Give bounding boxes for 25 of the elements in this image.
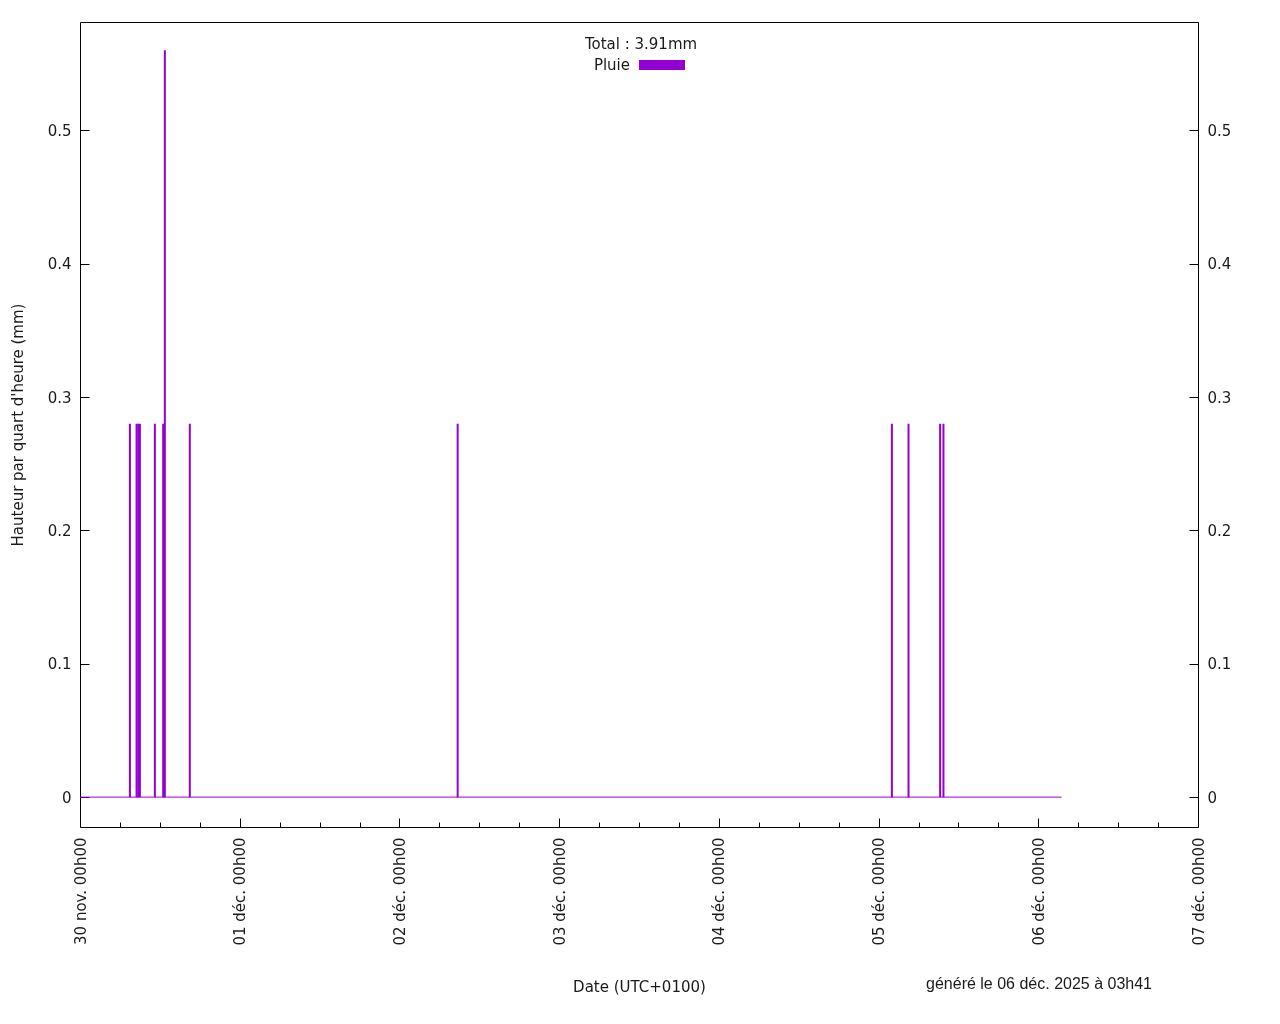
x-tick-label: 06 déc. 00h00 <box>1029 837 1048 946</box>
y2-tick-label: 0.2 <box>1207 521 1232 540</box>
y2-tick-label: 0.5 <box>1207 121 1232 140</box>
x-tick-label: 01 déc. 00h00 <box>231 837 250 946</box>
y-tick-label: 0 <box>61 788 72 807</box>
y2-tick-label: 0.4 <box>1207 255 1232 274</box>
y2-tick-label: 0.3 <box>1207 388 1232 407</box>
legend-label: Pluie <box>593 56 630 74</box>
x-tick-label: 02 déc. 00h00 <box>390 837 409 946</box>
y-tick-label: 0.2 <box>47 521 72 540</box>
y-axis-title: Hauteur par quart d'heure (mm) <box>8 303 27 547</box>
x-tick-label: 05 déc. 00h00 <box>870 837 889 946</box>
y-tick-label: 0.1 <box>47 655 72 674</box>
text: généré le 06 déc. 2025 à 03h41 <box>926 975 1152 993</box>
y2-tick-label: 0.1 <box>1207 655 1232 674</box>
x-axis-title: Date (UTC+0100) <box>573 977 706 996</box>
y-tick-label: 0.3 <box>47 388 72 407</box>
y2-tick-label: 0 <box>1207 788 1218 807</box>
x-tick-label: 04 déc. 00h00 <box>710 837 729 946</box>
y-tick-label: 0.5 <box>47 121 72 140</box>
x-tick-label: 07 déc. 00h00 <box>1189 837 1208 946</box>
x-tick-label: 30 nov. 00h00 <box>71 837 90 945</box>
y-tick-label: 0.4 <box>47 255 72 274</box>
x-tick-label: 03 déc. 00h00 <box>550 837 569 946</box>
legend-title: Total : 3.91mm <box>583 35 698 53</box>
